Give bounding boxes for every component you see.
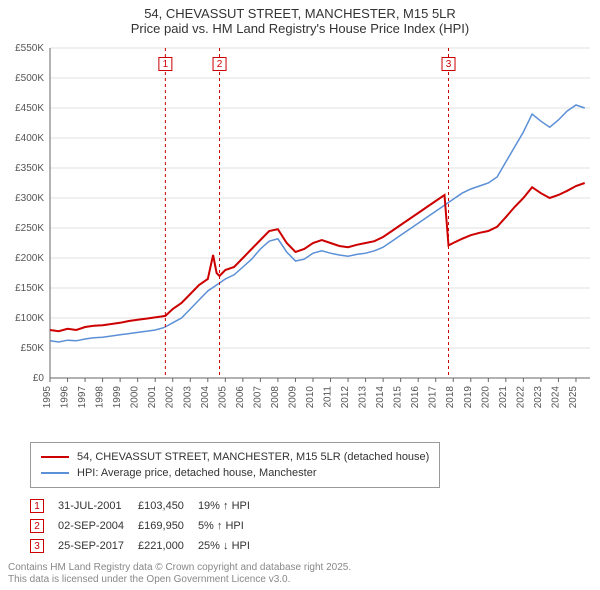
series-price_paid (50, 183, 585, 331)
legend-label: HPI: Average price, detached house, Manc… (77, 465, 317, 481)
footer-line-2: This data is licensed under the Open Gov… (8, 574, 290, 585)
event-delta: 5% ↑ HPI (198, 516, 264, 536)
event-row: 3 25-SEP-2017£221,00025% ↓ HPI (30, 536, 264, 556)
legend-row-price_paid: 54, CHEVASSUT STREET, MANCHESTER, M15 5L… (41, 449, 429, 465)
svg-text:£100K: £100K (15, 313, 44, 324)
svg-text:£300K: £300K (15, 193, 44, 204)
series-hpi (50, 105, 585, 342)
svg-text:2: 2 (217, 59, 223, 70)
svg-text:2015: 2015 (393, 386, 404, 409)
svg-text:2024: 2024 (550, 386, 561, 409)
footer-attribution: Contains HM Land Registry data © Crown c… (8, 562, 351, 586)
svg-text:£250K: £250K (15, 223, 44, 234)
event-price: £221,000 (138, 536, 198, 556)
svg-text:2018: 2018 (445, 386, 456, 409)
svg-text:2004: 2004 (200, 386, 211, 409)
event-marker-icon: 1 (30, 499, 44, 513)
event-date: 02-SEP-2004 (58, 516, 138, 536)
legend-swatch (41, 472, 69, 474)
svg-text:£50K: £50K (21, 343, 45, 354)
svg-text:2016: 2016 (410, 386, 421, 409)
chart-container: 54, CHEVASSUT STREET, MANCHESTER, M15 5L… (0, 0, 600, 590)
title-line-2: Price paid vs. HM Land Registry's House … (0, 21, 600, 36)
svg-text:2023: 2023 (533, 386, 544, 409)
svg-text:2021: 2021 (498, 386, 509, 409)
svg-text:2012: 2012 (340, 386, 351, 409)
event-row: 2 02-SEP-2004£169,9505% ↑ HPI (30, 516, 264, 536)
event-date: 31-JUL-2001 (58, 496, 138, 516)
svg-text:2003: 2003 (182, 386, 193, 409)
svg-text:2006: 2006 (235, 386, 246, 409)
footer-line-1: Contains HM Land Registry data © Crown c… (8, 562, 351, 573)
svg-text:1996: 1996 (60, 386, 71, 409)
svg-text:2000: 2000 (130, 386, 141, 409)
svg-text:2009: 2009 (287, 386, 298, 409)
svg-text:£150K: £150K (15, 283, 44, 294)
svg-text:1999: 1999 (112, 386, 123, 409)
svg-text:3: 3 (446, 59, 452, 70)
svg-text:2017: 2017 (428, 386, 439, 409)
event-marker-icon: 3 (30, 539, 44, 553)
svg-text:£450K: £450K (15, 103, 44, 114)
svg-text:2013: 2013 (358, 386, 369, 409)
svg-text:£350K: £350K (15, 163, 44, 174)
svg-text:£200K: £200K (15, 253, 44, 264)
event-delta: 19% ↑ HPI (198, 496, 264, 516)
svg-text:2025: 2025 (568, 386, 579, 409)
event-row: 1 31-JUL-2001£103,45019% ↑ HPI (30, 496, 264, 516)
chart-title: 54, CHEVASSUT STREET, MANCHESTER, M15 5L… (0, 0, 600, 38)
chart-area: £0 £50K £100K £150K £200K £250K £300K £350K £400… (0, 38, 600, 438)
event-delta: 25% ↓ HPI (198, 536, 264, 556)
legend: 54, CHEVASSUT STREET, MANCHESTER, M15 5L… (30, 442, 440, 488)
svg-text:2001: 2001 (147, 386, 158, 409)
svg-text:1995: 1995 (42, 386, 53, 409)
svg-text:2010: 2010 (305, 386, 316, 409)
svg-text:£500K: £500K (15, 73, 44, 84)
svg-text:2011: 2011 (323, 386, 334, 408)
svg-text:£550K: £550K (15, 43, 44, 54)
svg-text:2008: 2008 (270, 386, 281, 409)
svg-text:£400K: £400K (15, 133, 44, 144)
legend-row-hpi: HPI: Average price, detached house, Manc… (41, 465, 429, 481)
event-price: £169,950 (138, 516, 198, 536)
event-marker-icon: 2 (30, 519, 44, 533)
svg-text:1: 1 (163, 59, 169, 70)
event-date: 25-SEP-2017 (58, 536, 138, 556)
svg-text:2014: 2014 (375, 386, 386, 409)
svg-text:1997: 1997 (77, 386, 88, 409)
svg-text:2020: 2020 (480, 386, 491, 409)
line-chart-svg: £0 £50K £100K £150K £200K £250K £300K £350K £400… (0, 38, 600, 438)
event-price: £103,450 (138, 496, 198, 516)
events-table: 1 31-JUL-2001£103,45019% ↑ HPI 2 02-SEP-200… (30, 496, 264, 556)
legend-swatch (41, 456, 69, 458)
svg-text:£0: £0 (33, 373, 45, 384)
svg-text:2022: 2022 (515, 386, 526, 409)
legend-label: 54, CHEVASSUT STREET, MANCHESTER, M15 5L… (77, 449, 429, 465)
title-line-1: 54, CHEVASSUT STREET, MANCHESTER, M15 5L… (0, 6, 600, 21)
svg-text:1998: 1998 (95, 386, 106, 409)
svg-text:2002: 2002 (165, 386, 176, 409)
svg-text:2007: 2007 (252, 386, 263, 409)
svg-text:2005: 2005 (217, 386, 228, 409)
svg-text:2019: 2019 (463, 386, 474, 409)
